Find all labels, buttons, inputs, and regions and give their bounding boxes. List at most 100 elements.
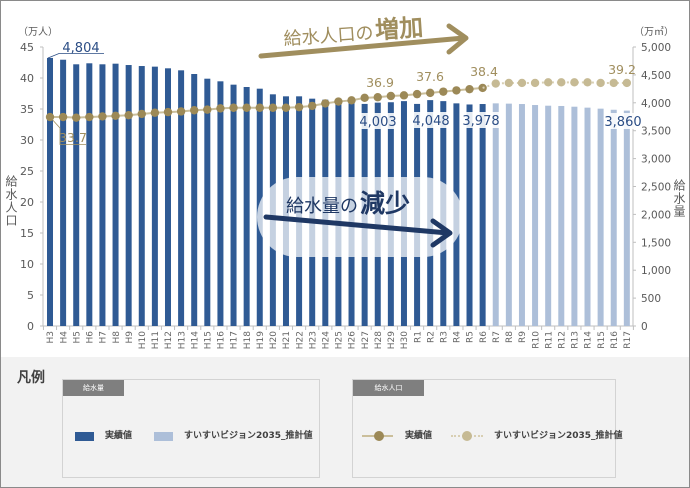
water-decrease-annotation: 給水量の減少 <box>257 177 463 257</box>
estimate-bar <box>623 110 630 326</box>
x-axis-category-label: H9 <box>125 331 135 344</box>
population-data-label: 36.9 <box>366 75 394 90</box>
estimate-population-dot <box>491 79 500 88</box>
left-axis-unit: （万人） <box>18 26 58 38</box>
x-axis-category-label: H12 <box>164 331 174 349</box>
actual-population-dot <box>268 103 278 112</box>
x-axis-category-label: H22 <box>295 331 305 349</box>
water-volume-data-label: 4,804 <box>62 41 99 56</box>
left-axis-tick-label: 35 <box>20 103 34 116</box>
actual-bar <box>125 65 132 326</box>
right-axis-tick-label: 4,000 <box>641 98 671 110</box>
actual-bar <box>230 84 237 326</box>
actual-population-dot <box>190 106 199 115</box>
actual-population-dot <box>439 87 448 96</box>
estimate-population-dot <box>504 78 514 88</box>
legend-item-label: すいすいビジョン2035_推計値 <box>184 431 313 441</box>
x-axis-category-label: R15 <box>597 331 607 349</box>
actual-population-dot <box>308 101 317 111</box>
x-axis-category-label: H3 <box>46 331 56 344</box>
left-axis-tick-label: 20 <box>20 196 34 209</box>
x-axis-category-label: H19 <box>256 331 266 349</box>
x-axis-category-label: H23 <box>308 331 318 349</box>
right-axis-tick-label: 2,000 <box>641 209 671 221</box>
legend-title: 凡例 <box>17 370 45 386</box>
estimate-population-dot <box>570 78 579 87</box>
x-axis-category-label: H7 <box>99 331 109 344</box>
estimate-bar-swatch-icon <box>154 432 173 441</box>
annotation-backdrop <box>257 177 463 257</box>
x-axis-category-label: H16 <box>217 331 227 349</box>
actual-bar <box>73 64 80 326</box>
actual-bar <box>47 57 53 326</box>
actual-population-dot <box>176 107 186 116</box>
left-axis-tick-label: 0 <box>27 320 34 333</box>
actual-bar <box>99 64 106 326</box>
x-axis-category-label: R7 <box>492 331 502 343</box>
label-background <box>413 112 449 128</box>
data-labels: 4,804 4,003 4,048 3,978 3,860 33.7 36.9 37.6 38.… <box>47 41 642 145</box>
right-axis-title: 給水量 <box>672 179 686 218</box>
left-axis-tick-label: 25 <box>20 165 34 178</box>
actual-population-dot <box>203 105 212 114</box>
label-background <box>605 113 641 129</box>
right-axis-tick-label: 4,500 <box>641 70 671 82</box>
x-axis-category-label: H21 <box>282 331 292 349</box>
right-axis-tick-label: 2,500 <box>641 182 671 194</box>
left-axis-tick-label: 45 <box>20 41 34 54</box>
actual-population-dot <box>242 103 251 112</box>
left-axis-title: 給水人口 <box>4 175 18 227</box>
actual-population-dot <box>281 103 291 112</box>
right-axis-tick-label: 500 <box>641 293 661 305</box>
actual-population-dot <box>294 102 304 112</box>
legend-item-label: 実績値 <box>405 431 433 441</box>
x-axis-category-label: H5 <box>72 331 82 344</box>
estimate-population-dot <box>583 78 592 87</box>
actual-bar <box>86 63 93 326</box>
actual-population-dot <box>425 88 435 98</box>
estimate-population-dot <box>596 78 605 88</box>
label-leader-line <box>49 116 86 145</box>
x-axis-category-label: H26 <box>348 331 358 349</box>
estimate-population-dot <box>543 78 553 87</box>
legend-item-label: すいすいビジョン2035_推計値 <box>494 431 623 441</box>
x-axis-category-label: R3 <box>440 331 450 343</box>
left-axis-tick-label: 40 <box>20 72 34 85</box>
estimate-population-dot <box>557 78 566 87</box>
x-axis-category-label: R6 <box>479 331 489 343</box>
actual-bar <box>479 104 486 326</box>
decrease-arrow-icon <box>263 214 451 236</box>
actual-bar <box>164 68 171 326</box>
legend-group-population: 給水人口 実績値 すいすいビジョン2035_推計値 <box>352 379 623 478</box>
x-axis-category-label: R14 <box>584 331 594 349</box>
label-background <box>360 113 396 129</box>
left-axis-tick-label: 15 <box>20 227 34 240</box>
actual-population-dot <box>360 93 369 103</box>
x-axis-category-label: R16 <box>610 331 620 349</box>
water-volume-data-label: 3,860 <box>604 115 641 130</box>
x-axis-category-label: R4 <box>453 331 463 343</box>
actual-population-dot <box>399 91 409 100</box>
actual-bar <box>217 81 224 326</box>
water-volume-data-label: 3,978 <box>462 114 499 129</box>
x-axis-category-label: H30 <box>400 331 410 349</box>
x-axis-category-label: H13 <box>177 331 187 349</box>
actual-population-dot <box>334 97 343 106</box>
estimate-population-dot <box>530 78 540 88</box>
legend-group-header: 給水量 <box>63 380 124 396</box>
x-axis-category-label: H8 <box>112 331 122 344</box>
actual-population-dot <box>347 96 356 105</box>
actual-population-dot <box>111 111 120 121</box>
x-axis-category-label: H28 <box>374 331 384 349</box>
estimate-population-dot <box>517 78 527 88</box>
x-axis-category-label: H15 <box>204 331 214 349</box>
population-data-label: 38.4 <box>470 64 498 79</box>
x-axis-category-label: R2 <box>426 331 436 343</box>
actual-dot-marker-icon <box>374 431 384 441</box>
estimate-bar <box>597 108 604 326</box>
actual-bar <box>466 104 473 326</box>
combo-chart: 0 5 10 15 20 25 30 35 40 45 0 500 1,000 1,500 2,000 2,5… <box>18 13 674 349</box>
water-decrease-text: 給水量の減少 <box>286 189 410 218</box>
left-axis-tick-label: 10 <box>20 258 34 271</box>
